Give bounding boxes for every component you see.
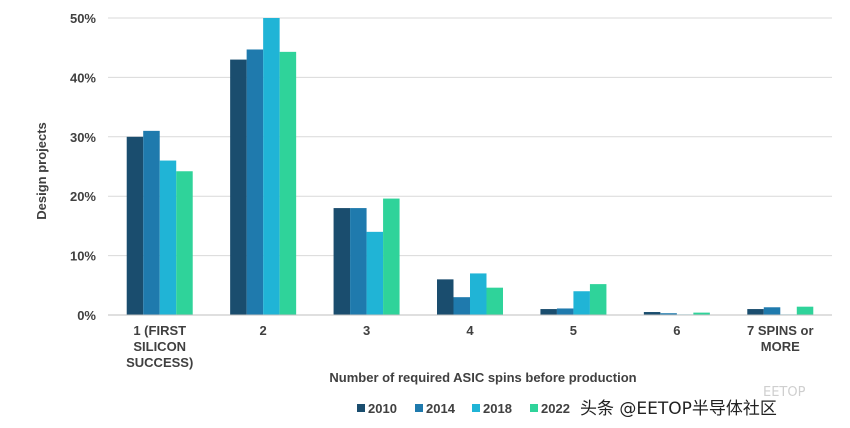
legend: 2010 2014 2018 2022	[357, 401, 570, 416]
legend-label: 2022	[541, 401, 570, 416]
bar	[573, 291, 590, 315]
bar	[143, 130, 160, 315]
legend-label: 2018	[483, 401, 512, 416]
bar	[126, 136, 144, 315]
bar	[176, 171, 193, 315]
x-tick-label: SUCCESS)	[126, 355, 193, 370]
y-tick-label: 50%	[70, 11, 96, 26]
bar	[159, 160, 177, 315]
x-tick-label: 1 (FIRST	[133, 323, 186, 338]
legend-swatch	[357, 404, 365, 412]
bar	[589, 284, 607, 315]
bar	[453, 297, 470, 315]
y-tick-label: 10%	[70, 249, 96, 264]
x-tick-label: 6	[673, 323, 680, 338]
legend-swatch	[415, 404, 423, 412]
bar	[763, 307, 781, 315]
bar	[540, 309, 557, 315]
bar	[383, 198, 400, 315]
bar	[230, 59, 247, 315]
x-tick-label: 2	[260, 323, 267, 338]
watermark: 头条 @EETOP半导体社区	[580, 399, 777, 419]
bar	[643, 312, 661, 315]
bar	[796, 306, 814, 315]
x-tick-label: SILICON	[133, 339, 186, 354]
legend-label: 2014	[426, 401, 456, 416]
bar	[660, 313, 677, 315]
legend-swatch	[472, 404, 480, 412]
y-axis-title: Design projects	[34, 122, 49, 220]
bar	[556, 308, 574, 315]
bar	[747, 309, 764, 315]
y-tick-label: 20%	[70, 189, 96, 204]
gridlines	[108, 17, 832, 257]
bar	[470, 273, 487, 315]
bar	[333, 208, 351, 315]
y-axis-ticks: 0% 10% 20% 30% 40% 50%	[70, 11, 96, 323]
bar	[486, 287, 503, 315]
x-tick-label: 7 SPINS or	[747, 323, 813, 338]
bars	[126, 18, 814, 316]
x-axis-title: Number of required ASIC spins before pro…	[329, 370, 636, 385]
bar	[246, 49, 264, 316]
x-tick-label: 3	[363, 323, 370, 338]
bar	[437, 279, 454, 315]
y-tick-label: 40%	[70, 70, 96, 85]
bar	[693, 312, 710, 315]
legend-swatch	[530, 404, 538, 412]
y-tick-label: 30%	[70, 130, 96, 145]
x-tick-label: 5	[570, 323, 577, 338]
x-tick-label: 4	[466, 323, 474, 338]
legend-label: 2010	[368, 401, 397, 416]
bar	[263, 18, 280, 315]
bar	[366, 231, 384, 315]
watermark-faint: EETOP	[763, 385, 806, 400]
x-tick-label: MORE	[761, 339, 800, 354]
bar	[279, 51, 297, 315]
bar	[350, 208, 367, 315]
y-tick-label: 0%	[77, 308, 96, 323]
